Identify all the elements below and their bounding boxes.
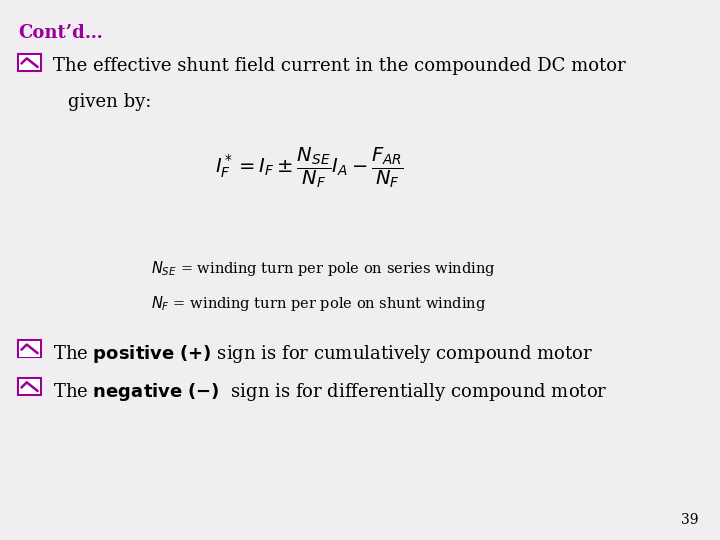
Text: The: The [53,343,93,361]
Text: The $\bf{positive\ (+)}$ sign is for cumulatively compound motor: The $\bf{positive\ (+)}$ sign is for cum… [53,343,593,365]
FancyBboxPatch shape [18,340,41,357]
FancyBboxPatch shape [18,54,41,71]
Text: The $\bf{negative\ (-)}$  sign is for differentially compound motor: The $\bf{negative\ (-)}$ sign is for dif… [53,381,607,403]
Text: The effective shunt field current in the compounded DC motor: The effective shunt field current in the… [53,57,625,75]
FancyBboxPatch shape [19,379,40,394]
Text: $N_F$ = winding turn per pole on shunt winding: $N_F$ = winding turn per pole on shunt w… [151,294,487,313]
FancyBboxPatch shape [19,341,40,356]
FancyBboxPatch shape [19,55,40,70]
Text: 39: 39 [681,512,698,526]
Text: $I_F^* = I_F \pm \dfrac{N_{SE}}{N_F} I_A - \dfrac{F_{AR}}{N_F}$: $I_F^* = I_F \pm \dfrac{N_{SE}}{N_F} I_A… [215,146,404,191]
Text: $N_{SE}$ = winding turn per pole on series winding: $N_{SE}$ = winding turn per pole on seri… [151,259,496,278]
Text: The $\mathbf{positive\ (+)}$ sign is for cumulatively compound motor: The $\mathbf{positive\ (+)}$ sign is for… [53,343,593,365]
Text: Cont’d…: Cont’d… [18,24,103,42]
FancyBboxPatch shape [18,378,41,395]
Text: given by:: given by: [68,93,152,111]
